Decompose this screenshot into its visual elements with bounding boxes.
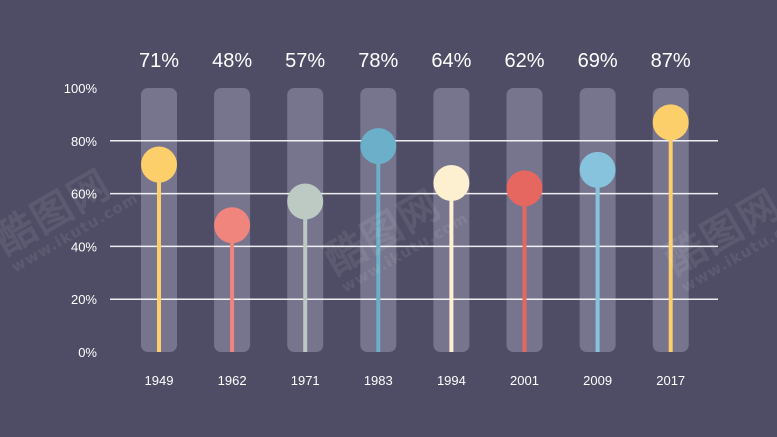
y-tick-label: 0% <box>78 345 97 360</box>
x-tick-label: 2009 <box>583 373 612 388</box>
value-label: 64% <box>431 50 471 72</box>
y-tick-label: 80% <box>71 134 97 149</box>
x-tick-label: 1971 <box>291 373 320 388</box>
y-tick-label: 60% <box>71 187 97 202</box>
y-tick-label: 40% <box>71 239 97 254</box>
value-label: 71% <box>139 50 179 72</box>
value-label: 87% <box>651 50 691 72</box>
value-label: 48% <box>212 50 252 72</box>
lollipop-head <box>360 128 397 165</box>
x-tick-label: 1983 <box>364 373 393 388</box>
value-label: 78% <box>358 50 398 72</box>
x-tick-label: 2001 <box>510 373 539 388</box>
y-tick-label: 100% <box>64 81 98 96</box>
lollipop-head <box>579 151 616 188</box>
lollipop-head <box>652 104 689 141</box>
x-tick-label: 1994 <box>437 373 466 388</box>
y-axis: 0% 20% 40% 60% 80% 100% <box>64 81 98 360</box>
value-labels: 71% 48% 57% 78% 64% 62% 69% 87% <box>139 50 691 72</box>
data-marks <box>141 104 689 352</box>
y-tick-label: 20% <box>71 292 97 307</box>
lollipop-head <box>433 165 470 202</box>
value-label: 69% <box>578 50 618 72</box>
lollipop-head <box>506 170 543 207</box>
value-label: 62% <box>504 50 544 72</box>
lollipop-head <box>141 146 177 183</box>
x-tick-label: 2017 <box>656 373 685 388</box>
lollipop-head <box>287 183 324 220</box>
x-axis: 1949 1962 1971 1983 1994 2001 2009 2017 <box>145 373 686 388</box>
gridlines <box>110 140 718 300</box>
x-tick-label: 1949 <box>145 373 174 388</box>
lollipop-head <box>214 207 251 244</box>
value-label: 57% <box>285 50 325 72</box>
x-tick-label: 1962 <box>218 373 247 388</box>
